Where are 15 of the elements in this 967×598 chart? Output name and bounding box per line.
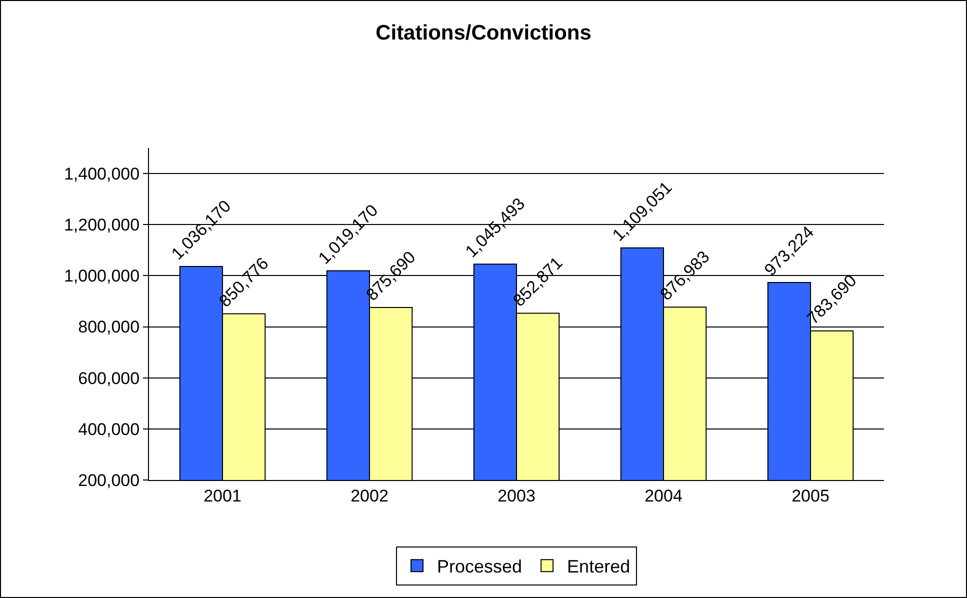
y-tick-label: 1,000,000 — [64, 266, 140, 286]
chart-title: Citations/Convictions — [376, 22, 592, 45]
legend-label: Processed — [437, 556, 522, 577]
legend-label: Entered — [567, 556, 630, 577]
y-tick-label: 800,000 — [78, 318, 140, 337]
x-tick-label: 2003 — [498, 486, 536, 506]
y-tick-label: 1,200,000 — [64, 216, 140, 235]
y-tick-label: 600,000 — [78, 368, 140, 388]
y-tick-label: 1,400,000 — [64, 164, 140, 184]
x-tick-label: 2004 — [644, 486, 682, 506]
y-tick-label: 200,000 — [78, 470, 140, 490]
y-tick-label: 400,000 — [78, 420, 140, 439]
x-tick-label: 2002 — [350, 486, 388, 506]
x-tick-label: 2001 — [204, 486, 242, 506]
x-tick-label: 2005 — [792, 486, 830, 506]
